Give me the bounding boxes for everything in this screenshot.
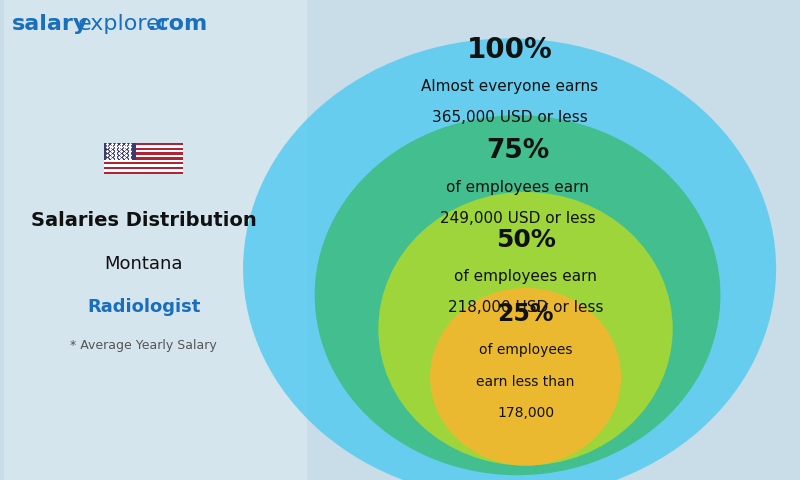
Text: Salaries Distribution: Salaries Distribution: [30, 211, 257, 230]
Text: of employees earn: of employees earn: [446, 180, 589, 195]
Text: 25%: 25%: [498, 302, 554, 326]
Bar: [104, 153, 183, 155]
Ellipse shape: [430, 288, 621, 466]
Text: 218,000 USD or less: 218,000 USD or less: [448, 300, 603, 315]
Bar: [104, 157, 183, 159]
Text: Radiologist: Radiologist: [87, 298, 200, 316]
Bar: [104, 143, 136, 159]
Text: 365,000 USD or less: 365,000 USD or less: [432, 110, 587, 125]
Bar: [104, 171, 183, 174]
Text: explorer: explorer: [78, 14, 170, 35]
Text: 178,000: 178,000: [497, 406, 554, 420]
Text: of employees earn: of employees earn: [454, 268, 597, 284]
Bar: [104, 162, 183, 164]
Text: 75%: 75%: [486, 138, 549, 164]
Bar: [104, 143, 183, 145]
Text: of employees: of employees: [478, 343, 572, 358]
Text: Montana: Montana: [104, 255, 183, 273]
Text: salary: salary: [12, 14, 89, 35]
Bar: [104, 143, 183, 174]
Ellipse shape: [243, 38, 776, 480]
Text: 249,000 USD or less: 249,000 USD or less: [440, 211, 595, 226]
Ellipse shape: [314, 115, 721, 475]
Text: .com: .com: [147, 14, 208, 35]
Text: 100%: 100%: [466, 36, 553, 64]
Bar: [4, 0, 306, 480]
Text: Almost everyone earns: Almost everyone earns: [421, 79, 598, 94]
Bar: [104, 167, 183, 169]
Text: earn less than: earn less than: [476, 374, 574, 389]
Text: * Average Yearly Salary: * Average Yearly Salary: [70, 339, 217, 352]
Bar: [104, 147, 183, 150]
Text: 50%: 50%: [495, 228, 555, 252]
Ellipse shape: [378, 192, 673, 466]
